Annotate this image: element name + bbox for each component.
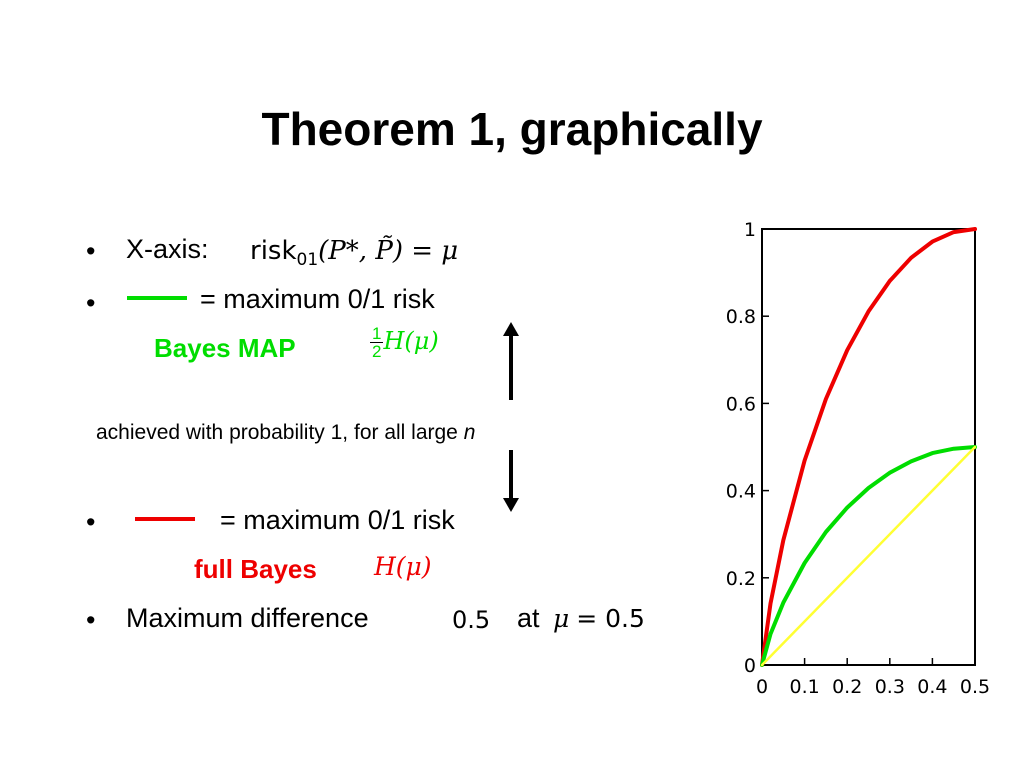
bullet-marker: • bbox=[86, 288, 96, 318]
series-line-0 bbox=[760, 227, 977, 667]
bullet-marker: • bbox=[86, 507, 96, 537]
x-tick-label: 0.2 bbox=[832, 676, 862, 698]
series-line-2 bbox=[760, 445, 977, 667]
mu-equation-rest: = 0.5 bbox=[576, 604, 645, 633]
max-difference-value: 0.5 bbox=[452, 606, 491, 634]
red-legend-line bbox=[135, 517, 195, 521]
risk-formula-args: (P*, P̃) = μ bbox=[318, 236, 459, 266]
full-bayes-label: full Bayes bbox=[194, 554, 317, 584]
y-tick-label: 0.6 bbox=[726, 393, 756, 415]
risk-formula-subscript: 01 bbox=[296, 250, 319, 271]
fraction-numerator: 1 bbox=[370, 324, 384, 343]
achieved-note: achieved with probability 1, for all lar… bbox=[96, 421, 475, 445]
arrow-down-head bbox=[503, 498, 519, 512]
y-tick-label: 0 bbox=[744, 655, 756, 677]
bullet-x-axis-label: X-axis: bbox=[126, 234, 209, 264]
y-tick-label: 1 bbox=[744, 219, 756, 241]
bullet-max-risk-map: = maximum 0/1 risk bbox=[200, 284, 435, 314]
bullet-max-risk-full: = maximum 0/1 risk bbox=[220, 505, 455, 535]
x-tick-label: 0 bbox=[756, 676, 768, 698]
mu-symbol: μ bbox=[553, 604, 570, 633]
bayes-map-label: Bayes MAP bbox=[154, 333, 296, 363]
risk-chart: 0 0.2 0.4 0.6 0.8 1 0 0.1 0.2 0.3 0.4 0.5 bbox=[726, 219, 990, 698]
x-tick-label: 0.5 bbox=[960, 676, 990, 698]
full-bayes-formula: H(μ) bbox=[374, 552, 432, 581]
risk-formula: risk01(P*, P̃) = μ bbox=[250, 235, 458, 270]
fraction-denominator: 2 bbox=[372, 342, 382, 361]
green-legend-line bbox=[127, 296, 187, 300]
x-tick-label: 0.1 bbox=[789, 676, 819, 698]
bullet-marker: • bbox=[86, 236, 96, 266]
slide-title: Theorem 1, graphically bbox=[261, 103, 763, 155]
series-line-1 bbox=[760, 445, 977, 667]
arrow-up-head bbox=[503, 322, 519, 336]
mu-equation: μ = 0.5 bbox=[553, 604, 645, 634]
y-tick-label: 0.4 bbox=[726, 481, 756, 503]
y-tick-label: 0.8 bbox=[726, 306, 756, 328]
entropy-formula: H(μ) bbox=[383, 326, 439, 355]
bayes-map-formula: 1 2 H(μ) bbox=[370, 325, 439, 360]
x-tick-label: 0.4 bbox=[917, 676, 947, 698]
bullet-marker: • bbox=[86, 605, 96, 635]
x-tick-label: 0.3 bbox=[875, 676, 905, 698]
achieved-note-var: n bbox=[463, 421, 476, 444]
bullet-at: at bbox=[517, 603, 540, 633]
y-tick-label: 0.2 bbox=[726, 568, 756, 590]
plot-frame bbox=[761, 228, 976, 666]
risk-formula-name: risk bbox=[250, 236, 297, 266]
achieved-note-text: achieved with probability 1, for all lar… bbox=[96, 421, 458, 444]
double-arrow-icon bbox=[503, 322, 519, 512]
bullet-max-difference: Maximum difference bbox=[126, 603, 369, 633]
